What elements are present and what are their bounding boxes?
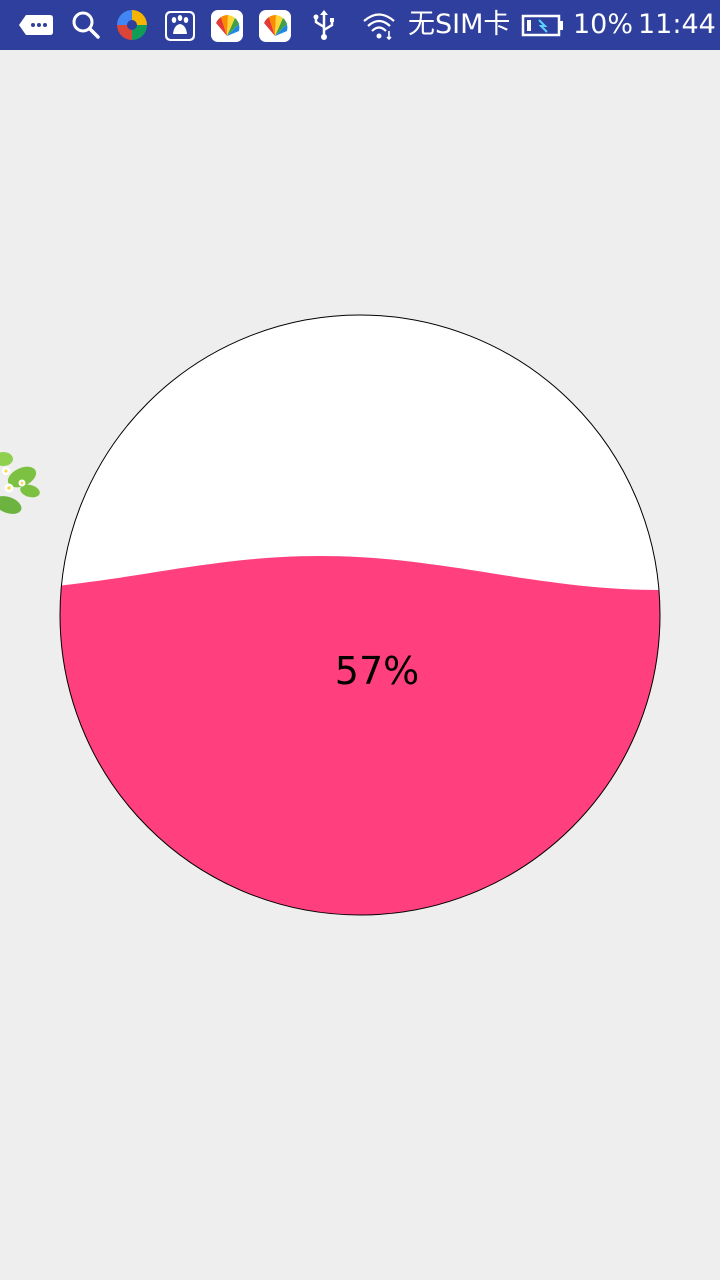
usb-icon — [308, 9, 340, 41]
app-fan-icon — [210, 9, 243, 42]
progress-percent-label: 57% — [335, 649, 419, 693]
wave-progress: 57% — [59, 314, 661, 916]
app-fan-icon — [258, 9, 291, 42]
app-pinwheel-icon — [116, 9, 148, 41]
carrier-label: 无SIM卡 — [408, 9, 511, 40]
main-content: 57% — [0, 50, 720, 1280]
battery-percent-label: 10% — [573, 9, 634, 40]
progress-circle-outline — [59, 314, 661, 916]
baidu-paw-icon — [163, 9, 195, 41]
flower-leaves-icon — [0, 452, 40, 514]
clock-label: 11:44 — [638, 9, 716, 40]
status-bar: 无SIM卡 10% 11:44 — [0, 0, 720, 50]
progress-wave-fill — [60, 556, 660, 915]
message-more-icon — [18, 9, 53, 41]
battery-icon — [521, 9, 565, 41]
search-icon — [70, 9, 102, 41]
wifi-icon — [362, 9, 395, 41]
